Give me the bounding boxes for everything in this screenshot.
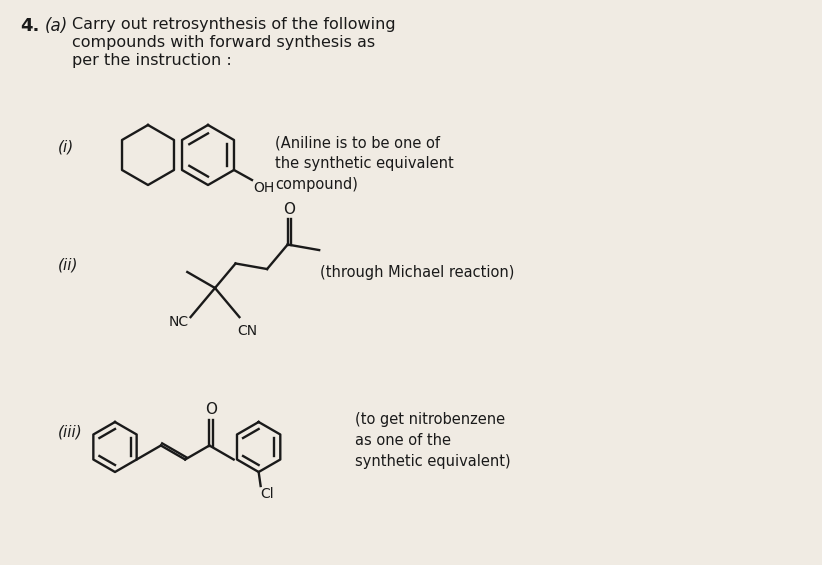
Text: O: O bbox=[283, 202, 295, 216]
Text: per the instruction :: per the instruction : bbox=[72, 53, 232, 68]
Text: (ii): (ii) bbox=[58, 258, 78, 272]
Text: (Aniline is to be one of
the synthetic equivalent
compound): (Aniline is to be one of the synthetic e… bbox=[275, 135, 454, 192]
Text: Cl: Cl bbox=[261, 487, 275, 501]
Text: (i): (i) bbox=[58, 140, 74, 154]
Text: Carry out retrosynthesis of the following: Carry out retrosynthesis of the followin… bbox=[72, 17, 395, 32]
Text: 4.: 4. bbox=[20, 17, 39, 35]
Text: OH: OH bbox=[253, 181, 275, 195]
Text: O: O bbox=[205, 402, 217, 418]
Text: (a): (a) bbox=[45, 17, 68, 35]
Text: compounds with forward synthesis as: compounds with forward synthesis as bbox=[72, 35, 375, 50]
Text: CN: CN bbox=[238, 324, 257, 338]
Text: (to get nitrobenzene
as one of the
synthetic equivalent): (to get nitrobenzene as one of the synth… bbox=[355, 412, 510, 469]
Text: (iii): (iii) bbox=[58, 424, 83, 440]
Text: (through Michael reaction): (through Michael reaction) bbox=[320, 265, 515, 280]
Text: NC: NC bbox=[169, 315, 189, 329]
